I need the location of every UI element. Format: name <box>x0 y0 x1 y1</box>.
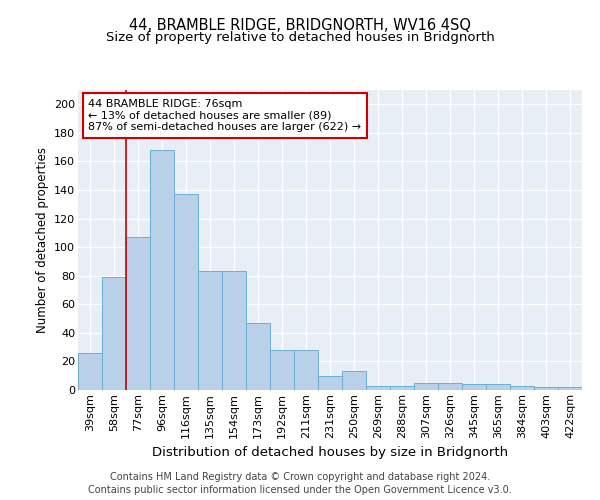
Bar <box>102 277 126 390</box>
Text: 44 BRAMBLE RIDGE: 76sqm
← 13% of detached houses are smaller (89)
87% of semi-de: 44 BRAMBLE RIDGE: 76sqm ← 13% of detache… <box>88 99 361 132</box>
Bar <box>174 194 198 390</box>
Bar <box>270 350 294 390</box>
Bar <box>150 150 174 390</box>
Bar <box>246 323 270 390</box>
Bar <box>318 376 342 390</box>
Y-axis label: Number of detached properties: Number of detached properties <box>35 147 49 333</box>
Text: Contains HM Land Registry data © Crown copyright and database right 2024.: Contains HM Land Registry data © Crown c… <box>110 472 490 482</box>
Bar <box>294 350 318 390</box>
Bar <box>78 353 102 390</box>
Bar <box>222 272 246 390</box>
Bar <box>126 237 150 390</box>
Bar <box>198 272 222 390</box>
Text: 44, BRAMBLE RIDGE, BRIDGNORTH, WV16 4SQ: 44, BRAMBLE RIDGE, BRIDGNORTH, WV16 4SQ <box>129 18 471 32</box>
Bar <box>462 384 486 390</box>
X-axis label: Distribution of detached houses by size in Bridgnorth: Distribution of detached houses by size … <box>152 446 508 459</box>
Text: Size of property relative to detached houses in Bridgnorth: Size of property relative to detached ho… <box>106 31 494 44</box>
Bar <box>438 383 462 390</box>
Bar <box>510 386 534 390</box>
Bar <box>342 372 366 390</box>
Bar <box>366 386 390 390</box>
Bar <box>486 384 510 390</box>
Bar <box>534 387 558 390</box>
Bar <box>414 383 438 390</box>
Text: Contains public sector information licensed under the Open Government Licence v3: Contains public sector information licen… <box>88 485 512 495</box>
Bar <box>390 386 414 390</box>
Bar <box>558 387 582 390</box>
